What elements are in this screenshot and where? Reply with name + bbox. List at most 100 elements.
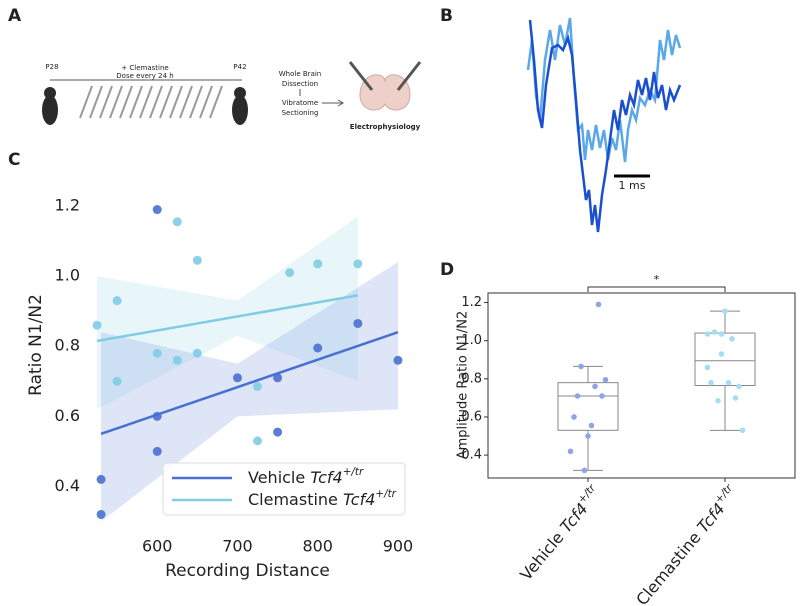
syringe <box>119 85 133 119</box>
point <box>152 446 162 456</box>
trace <box>528 19 682 233</box>
point <box>353 259 363 269</box>
syringe <box>159 85 173 119</box>
series-label: Clemastine Tcf4+/tr <box>631 482 742 606</box>
point <box>588 422 595 429</box>
point <box>599 393 605 399</box>
point <box>718 331 725 337</box>
panel-label: D <box>440 260 454 280</box>
point <box>253 382 263 392</box>
point <box>253 436 263 446</box>
point <box>172 217 182 227</box>
x-tick-label: 800 <box>302 537 333 556</box>
point <box>273 373 283 383</box>
arrow-head <box>337 99 344 107</box>
x-tick-label: 600 <box>142 537 173 556</box>
point <box>704 331 711 337</box>
syringe <box>169 85 183 119</box>
point <box>585 433 591 439</box>
syringe <box>199 85 213 119</box>
syringe <box>149 85 163 119</box>
y-axis-label: Amplitude Ratio N1/N2 <box>456 311 471 460</box>
electrode <box>396 61 422 91</box>
series-name: Vehicle <box>248 468 305 487</box>
syringe <box>109 85 123 119</box>
y-tick-label: 1.0 <box>55 266 80 285</box>
syringe <box>99 85 113 119</box>
electrode <box>348 61 374 91</box>
dose: Dose every 24 h <box>116 72 173 80</box>
point <box>152 205 162 215</box>
genotype: Tcf4 <box>310 468 342 487</box>
allele: +/tr <box>576 482 599 506</box>
brain-slice <box>359 74 411 111</box>
series-label: Clemastine Tcf4+/tr <box>248 488 397 509</box>
syringes <box>79 85 223 119</box>
point <box>578 363 584 370</box>
point <box>112 376 122 386</box>
trace <box>526 17 682 163</box>
box <box>557 382 619 431</box>
point <box>313 259 323 269</box>
confidence-band <box>101 262 398 522</box>
point <box>602 376 609 383</box>
y-tick-label: 1.2 <box>461 295 482 310</box>
point <box>192 348 202 358</box>
y-tick-label: 0.4 <box>55 476 80 495</box>
point <box>92 320 102 330</box>
start-label: P28 <box>45 63 58 71</box>
allele: +/tr <box>713 482 736 506</box>
point <box>704 364 711 371</box>
x-tick-label: 900 <box>383 537 414 556</box>
genotype: Tcf4 <box>556 499 591 536</box>
point <box>172 355 182 365</box>
y-tick-label: 0.6 <box>461 409 482 424</box>
point <box>732 395 739 401</box>
box <box>694 332 756 386</box>
fit-line <box>100 331 399 436</box>
y-axis-label: Ratio N1/N2 <box>26 294 46 396</box>
point <box>96 474 106 484</box>
syringe <box>179 85 193 119</box>
series-label: Vehicle Tcf4+/tr <box>515 482 605 584</box>
point <box>722 308 728 314</box>
panel-b: B 1 ms <box>440 6 682 233</box>
significance-label: * <box>654 273 660 286</box>
syringe <box>79 85 93 119</box>
point <box>729 335 735 342</box>
point <box>285 268 295 278</box>
point <box>152 411 162 421</box>
y-tick-label: 0.8 <box>461 371 482 386</box>
significance-bracket <box>587 286 726 292</box>
step: Sectioning <box>282 109 319 117</box>
y-tick-label: 1.2 <box>55 196 80 215</box>
x-tick-label: 700 <box>222 537 253 556</box>
y-tick-label: 1.0 <box>461 333 482 348</box>
y-tick-label: 0.8 <box>55 336 80 355</box>
panel-a: A P28 P42 + Clemastine Dose every 24 h W… <box>8 6 422 131</box>
point <box>96 509 106 519</box>
y-tick-label: 0.6 <box>55 406 80 425</box>
syringe <box>139 85 153 119</box>
series-name: Clemastine <box>632 528 704 606</box>
panel-c: C 0.4 0.6 0.8 1.0 1.2 600 700 800 900 Recording D… <box>8 150 413 581</box>
point <box>571 414 577 420</box>
end-label: P42 <box>233 63 246 71</box>
point <box>595 301 602 308</box>
series-name: Clemastine <box>248 490 338 509</box>
panel-label: A <box>8 6 22 26</box>
series-name: Vehicle <box>516 528 567 584</box>
point <box>313 343 323 353</box>
point <box>112 296 122 306</box>
point <box>192 255 202 265</box>
point <box>715 397 721 404</box>
plot-frame <box>487 292 796 479</box>
allele: +/tr <box>343 466 364 478</box>
confidence-band <box>97 216 358 410</box>
series-label: Vehicle Tcf4+/tr <box>248 466 364 487</box>
point <box>152 348 162 358</box>
